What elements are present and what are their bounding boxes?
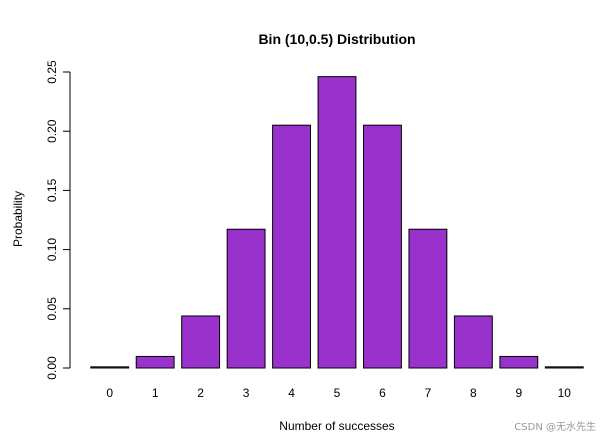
bars xyxy=(90,76,584,369)
bar-2 xyxy=(181,315,221,369)
x-tick-label: 2 xyxy=(197,386,204,400)
y-axis-label: Probability xyxy=(11,191,25,247)
bar-1 xyxy=(135,355,175,369)
y-axis: 0.00 0.05 0.10 0.15 0.20 0.25 xyxy=(45,60,71,380)
y-tick-label: 0.20 xyxy=(45,119,59,143)
bar-3 xyxy=(226,228,266,369)
y-tick-label: 0.05 xyxy=(45,297,59,321)
x-tick-label: 7 xyxy=(425,386,432,400)
bar-6 xyxy=(363,124,402,369)
bar-5 xyxy=(317,76,357,369)
bar-4 xyxy=(272,124,311,369)
watermark: CSDN @无水先生 xyxy=(514,420,596,433)
x-tick-label: 3 xyxy=(243,386,250,400)
y-tick-label: 0.10 xyxy=(45,238,59,262)
x-tick-label: 1 xyxy=(152,386,159,400)
bar-7 xyxy=(408,228,448,369)
x-tick-label: 10 xyxy=(558,386,572,400)
bar-10 xyxy=(544,366,584,369)
bar-9 xyxy=(499,355,539,369)
x-tick-label: 9 xyxy=(515,386,522,400)
x-tick-label: 4 xyxy=(288,386,295,400)
bar-0 xyxy=(90,366,130,369)
y-tick-label: 0.25 xyxy=(45,60,59,84)
y-tick-label: 0.00 xyxy=(45,356,59,380)
chart-title: Bin (10,0.5) Distribution xyxy=(258,31,415,47)
x-tick-label: 5 xyxy=(334,386,341,400)
x-axis-tick-labels: 0 1 2 3 4 5 6 7 8 9 10 xyxy=(106,386,571,400)
bar-8 xyxy=(453,315,493,369)
x-tick-label: 0 xyxy=(106,386,113,400)
y-tick-label: 0.15 xyxy=(45,178,59,202)
x-tick-label: 6 xyxy=(379,386,386,400)
x-axis-label: Number of successes xyxy=(279,419,394,433)
x-tick-label: 8 xyxy=(470,386,477,400)
